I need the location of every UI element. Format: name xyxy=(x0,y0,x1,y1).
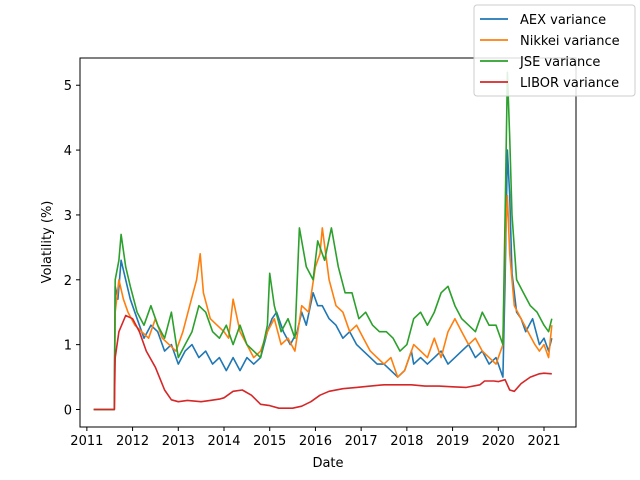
y-tick-label: 5 xyxy=(64,79,72,94)
legend-entry-label: Nikkei variance xyxy=(520,34,620,49)
x-tick-label: 2016 xyxy=(299,434,332,449)
y-tick-label: 1 xyxy=(64,339,72,354)
y-tick-label: 0 xyxy=(64,403,72,418)
x-tick-label: 2014 xyxy=(207,434,240,449)
plot-frame xyxy=(79,57,577,428)
x-tick-label: 2012 xyxy=(116,434,149,449)
legend-entry-label: LIBOR variance xyxy=(520,76,619,91)
x-tick-label: 2015 xyxy=(253,434,286,449)
series-layer xyxy=(93,71,553,411)
y-tick-label: 4 xyxy=(64,144,72,159)
x-tick-label: 2018 xyxy=(390,434,423,449)
legend: AEX variance Nikkei variance JSE variance L… xyxy=(473,4,636,97)
series-line-libor xyxy=(93,314,552,411)
x-tick-label: 2019 xyxy=(436,434,469,449)
x-tick-label: 2021 xyxy=(527,434,560,449)
y-axis-label: Volatility (%) xyxy=(40,201,55,284)
x-tick-label: 2020 xyxy=(482,434,515,449)
x-tick-label: 2011 xyxy=(70,434,103,449)
y-axis: 0 1 2 3 4 5 xyxy=(64,79,80,418)
legend-box xyxy=(473,4,636,97)
x-tick-label: 2013 xyxy=(162,434,195,449)
series-line-jse xyxy=(93,71,553,411)
x-axis-label: Date xyxy=(312,456,343,471)
legend-entry-label: JSE variance xyxy=(519,55,600,70)
y-tick-label: 3 xyxy=(64,209,72,224)
x-tick-label: 2017 xyxy=(345,434,378,449)
legend-entry-label: AEX variance xyxy=(520,13,606,28)
y-tick-label: 2 xyxy=(64,274,72,289)
x-axis: 2011 2012 2013 2014 2015 2016 2017 2018 2019 2020… xyxy=(70,427,561,449)
series-line-nikkei xyxy=(93,194,553,411)
series-line-aex xyxy=(93,149,553,411)
